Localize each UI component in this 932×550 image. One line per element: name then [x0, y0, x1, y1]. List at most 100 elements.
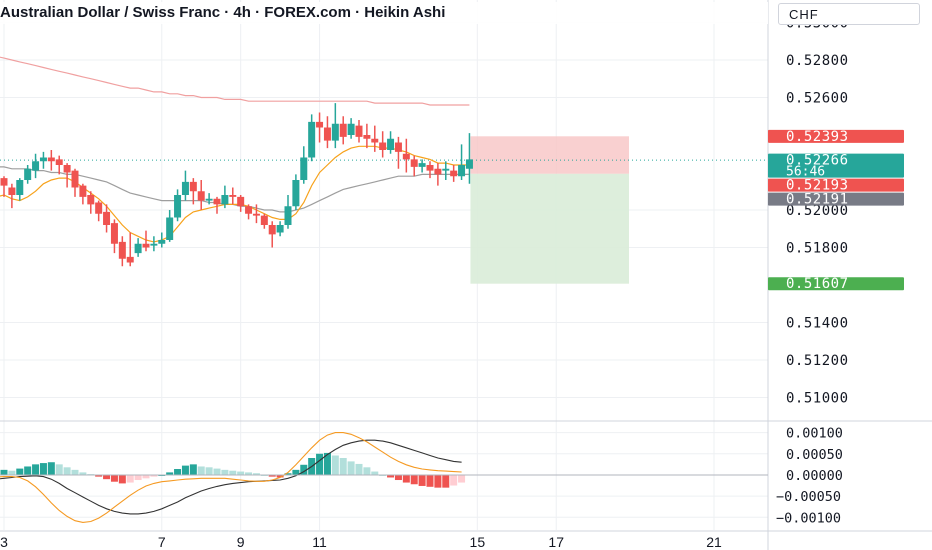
candle-body[interactable] [237, 196, 245, 207]
candle-body[interactable] [174, 195, 182, 218]
macd-histogram-bar [387, 474, 395, 478]
currency-selector[interactable]: CHF [778, 3, 920, 25]
candle-body[interactable] [355, 125, 363, 137]
candle-body[interactable] [300, 157, 308, 181]
candle-body[interactable] [465, 159, 473, 169]
candle-body[interactable] [221, 195, 229, 205]
candle-body[interactable] [268, 225, 276, 235]
candle-body[interactable] [276, 225, 284, 233]
candle-body[interactable] [442, 168, 450, 171]
candle-body[interactable] [418, 163, 426, 167]
macd-histogram-bar [268, 474, 276, 477]
candle-body[interactable] [47, 157, 55, 162]
macd-histogram-bar [434, 474, 442, 488]
candle-body[interactable] [126, 256, 134, 263]
candle-body[interactable] [331, 123, 339, 141]
candle-body[interactable] [308, 121, 316, 158]
macd-histogram-bar [110, 474, 118, 482]
candle-body[interactable] [134, 243, 142, 254]
candle-body[interactable] [316, 121, 324, 128]
candle-body[interactable] [63, 165, 71, 173]
macd-histogram-bar [418, 474, 426, 486]
candle-body[interactable] [95, 202, 103, 214]
candle-body[interactable] [197, 191, 205, 201]
candle-body[interactable] [284, 206, 292, 225]
price-label-box[interactable] [768, 129, 904, 143]
candle-body[interactable] [245, 206, 253, 214]
candle-body[interactable] [450, 170, 458, 177]
macd-histogram-bar [323, 452, 331, 475]
macd-histogram-bar [237, 471, 245, 475]
macd-histogram-bar [32, 464, 40, 475]
candle-body[interactable] [252, 213, 260, 216]
symbol-title[interactable]: Australian Dollar / Swiss Franc · 4h · F… [0, 2, 768, 24]
price-tick-label: 0.51400 [786, 316, 849, 332]
candle-body[interactable] [387, 138, 395, 150]
candle-body[interactable] [8, 187, 16, 196]
candle-body[interactable] [402, 153, 410, 160]
price-label-box[interactable] [768, 192, 904, 206]
macd-histogram-bar [213, 468, 221, 475]
candle-body[interactable] [158, 240, 166, 244]
candle-body[interactable] [292, 180, 300, 207]
candle-body[interactable] [166, 217, 174, 241]
time-tick-label: 15 [470, 534, 486, 550]
candle-body[interactable] [32, 161, 40, 171]
candle-body[interactable] [426, 165, 434, 171]
price-tick-label: 0.51200 [786, 353, 849, 369]
macd-histogram-bar [252, 473, 260, 475]
price-label-box[interactable] [768, 178, 904, 192]
candle-body[interactable] [39, 157, 47, 162]
candle-body[interactable] [150, 243, 158, 246]
candle-body[interactable] [142, 243, 150, 248]
candle-body[interactable] [363, 135, 371, 139]
price-axis[interactable]: 0.530000.528000.526000.520000.518000.514… [776, 16, 849, 527]
candle-body[interactable] [181, 181, 189, 195]
candle-body[interactable] [379, 142, 387, 151]
candle-body[interactable] [24, 168, 32, 180]
position-zones[interactable] [0, 136, 768, 284]
candle-body[interactable] [347, 123, 355, 135]
candle-body[interactable] [229, 195, 237, 197]
price-label-box[interactable] [768, 277, 904, 291]
price-label-text: 0.51607 [786, 276, 849, 292]
macd-pane[interactable] [0, 432, 768, 523]
candle-body[interactable] [189, 181, 197, 192]
time-axis[interactable]: 3 7 9 11 15 17 21 [0, 534, 722, 550]
take-profit-zone[interactable] [470, 173, 629, 284]
macd-histogram-bar [371, 471, 379, 475]
candle-body[interactable] [213, 198, 221, 205]
macd-histogram-bar [284, 473, 292, 475]
candle-body[interactable] [55, 159, 63, 165]
candle-body[interactable] [71, 170, 79, 188]
candle-body[interactable] [323, 127, 331, 141]
macd-histogram-bar [0, 469, 8, 475]
macd-histogram-bar [118, 474, 126, 484]
candle-body[interactable] [16, 180, 24, 195]
candle-body[interactable] [110, 223, 118, 244]
macd-histogram-bar [458, 474, 466, 483]
macd-histogram-bar [221, 469, 229, 475]
candles[interactable] [0, 103, 473, 267]
candle-body[interactable] [205, 198, 213, 201]
macd-histogram-bar [55, 464, 63, 475]
candle-body[interactable] [118, 241, 126, 259]
candle-body[interactable] [410, 159, 418, 167]
candle-body[interactable] [79, 185, 87, 197]
candle-body[interactable] [339, 123, 347, 137]
candle-body[interactable] [458, 165, 466, 177]
macd-line [0, 439, 462, 515]
macd-histogram-bar [142, 474, 150, 479]
macd-histogram-bar [8, 470, 16, 475]
candle-body[interactable] [371, 138, 379, 143]
candle-body[interactable] [434, 168, 442, 175]
candle-body[interactable] [394, 142, 402, 152]
macd-histogram-bar [363, 467, 371, 475]
candle-body[interactable] [103, 211, 111, 225]
candle-body[interactable] [260, 215, 268, 225]
candle-body[interactable] [87, 195, 95, 205]
candle-body[interactable] [0, 178, 8, 186]
price-label-box[interactable] [768, 153, 904, 178]
stop-loss-zone[interactable] [470, 136, 629, 174]
